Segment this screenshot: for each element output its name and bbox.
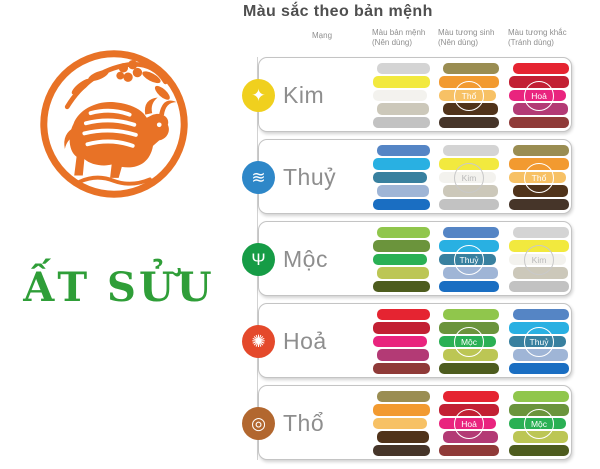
icon-glyph: ✺ — [251, 332, 266, 351]
ox-papercut-icon — [40, 50, 188, 198]
waves-icon: ≋ — [242, 161, 275, 194]
element-card: ✺ Hoả Mộc Thuỷ — [242, 303, 572, 379]
icon-glyph: ≋ — [251, 168, 266, 187]
color-swatch — [373, 444, 430, 457]
own-color-column — [373, 222, 430, 297]
color-swatch — [377, 145, 430, 157]
own-color-column — [373, 304, 430, 379]
color-swatch — [377, 185, 429, 197]
color-swatch — [509, 198, 569, 211]
color-swatch — [443, 63, 499, 75]
color-swatch — [373, 417, 427, 430]
sinh-element-badge: Thuỷ — [454, 245, 484, 275]
color-swatch — [509, 280, 569, 293]
color-swatch — [509, 444, 569, 457]
sinh-element-badge: Kim — [454, 163, 484, 193]
color-swatch — [373, 158, 430, 170]
color-swatch — [439, 280, 499, 293]
khac-element-badge: Hoả — [524, 81, 554, 111]
column-header-line: Màu tương sinh — [438, 28, 495, 37]
color-swatch — [373, 362, 430, 375]
color-swatch — [373, 404, 430, 416]
color-swatch — [439, 116, 499, 129]
color-swatch — [509, 362, 569, 375]
element-label: Thuỷ — [283, 164, 337, 190]
color-swatch — [513, 227, 569, 239]
color-swatch — [439, 362, 499, 375]
element-card: ✦ Kim Thổ Hoả — [242, 57, 572, 133]
element-card: ≋ Thuỷ Kim Thổ — [242, 139, 572, 215]
color-swatch — [513, 145, 569, 157]
element-label: Hoả — [283, 328, 327, 354]
color-swatch — [373, 76, 430, 88]
own-color-column — [373, 58, 430, 133]
color-swatch — [439, 444, 499, 457]
color-swatch — [373, 280, 430, 293]
earth-icon: ◎ — [242, 407, 275, 440]
column-header-ban-menh: Màu bản mệnh (Nên dùng) — [372, 28, 434, 49]
color-swatch — [373, 240, 430, 252]
color-swatch — [377, 227, 430, 239]
color-swatch — [377, 103, 429, 115]
color-swatch — [377, 309, 430, 321]
element-label: Kim — [283, 82, 325, 108]
khac-element-badge: Kim — [524, 245, 554, 275]
column-header-line: (Tránh dùng) — [508, 38, 554, 48]
khac-element-badge: Mộc — [524, 409, 554, 439]
color-swatch — [377, 391, 430, 403]
color-swatch — [513, 391, 569, 403]
own-color-column — [373, 386, 430, 461]
color-swatch — [373, 89, 427, 102]
color-swatch — [443, 391, 499, 403]
color-swatch — [377, 431, 429, 443]
table-title: Màu sắc theo bản mệnh — [243, 3, 433, 20]
color-swatch — [373, 253, 427, 266]
column-header-tuong-sinh: Màu tương sinh (Nên dùng) — [438, 28, 500, 49]
sinh-element-badge: Hoả — [454, 409, 484, 439]
color-swatch — [439, 198, 499, 211]
color-swatch — [373, 322, 430, 334]
color-swatch — [377, 63, 430, 75]
color-swatch — [373, 171, 427, 184]
color-swatch — [377, 349, 429, 361]
icon-glyph: Ψ — [251, 250, 266, 269]
color-swatch — [377, 267, 429, 279]
color-swatch — [443, 145, 499, 157]
color-swatch — [373, 116, 430, 129]
sinh-element-badge: Mộc — [454, 327, 484, 357]
plant-icon: Ψ — [242, 243, 275, 276]
fire-icon: ✺ — [242, 325, 275, 358]
element-label: Mộc — [283, 246, 328, 272]
color-swatch — [509, 116, 569, 129]
column-header-tuong-khac: Màu tương khắc (Tránh dùng) — [508, 28, 574, 49]
column-header-line: (Nên dùng) — [438, 38, 479, 48]
column-header-line: Màu tương khắc — [508, 28, 567, 37]
column-header-line: Màu bản mệnh — [372, 28, 426, 37]
element-rows: ✦ Kim Thổ Hoả ≋ Thuỷ Kim Thổ Ψ Mộc Thuỷ … — [242, 57, 572, 467]
element-card: Ψ Mộc Thuỷ Kim — [242, 221, 572, 297]
khac-element-badge: Thuỷ — [524, 327, 554, 357]
color-swatch — [443, 309, 499, 321]
column-header-mang: Mạng — [312, 31, 333, 40]
element-card: ◎ Thổ Hoả Mộc — [242, 385, 572, 461]
khac-element-badge: Thổ — [524, 163, 554, 193]
color-swatch — [513, 309, 569, 321]
zodiac-year-title: ẤT SỬU — [23, 264, 215, 311]
color-swatch — [373, 335, 427, 348]
column-header-line: (Nên dùng) — [372, 38, 413, 48]
element-label: Thổ — [283, 410, 325, 436]
color-swatch — [443, 227, 499, 239]
sparkle-icon: ✦ — [242, 79, 275, 112]
color-swatch — [513, 63, 569, 75]
icon-glyph: ◎ — [251, 414, 266, 433]
color-swatch — [373, 198, 430, 211]
own-color-column — [373, 140, 430, 215]
icon-glyph: ✦ — [251, 86, 266, 105]
sinh-element-badge: Thổ — [454, 81, 484, 111]
